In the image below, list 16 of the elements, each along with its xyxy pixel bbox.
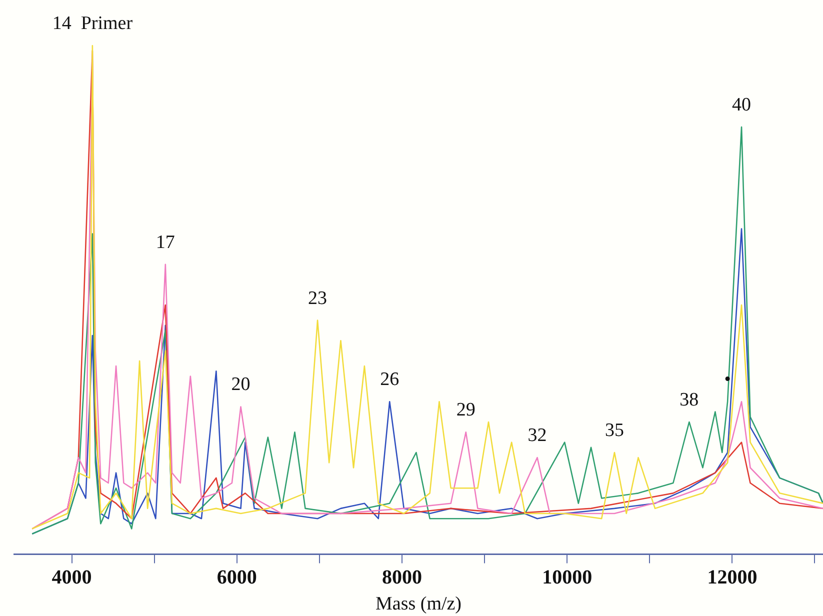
annotation: 38 [680,389,699,410]
annotation: 23 [308,288,328,309]
x-tick-label: 12000 [707,566,758,588]
x-tick-label: 6000 [216,566,257,588]
annotation: 32 [528,425,547,446]
annotation: 14 Primer [52,13,134,34]
annotation: 26 [380,369,400,390]
x-tick-label: 4000 [52,566,92,588]
annotation: 40 [732,94,752,116]
annotation: 29 [456,400,476,421]
x-axis-title: Mass (m/z) [375,594,462,615]
x-tick-label: 8000 [382,566,422,588]
x-tick-label: 10000 [542,566,592,588]
annotation: 20 [231,374,250,396]
annotation: 17 [156,232,175,253]
annotation: 35 [604,420,624,441]
